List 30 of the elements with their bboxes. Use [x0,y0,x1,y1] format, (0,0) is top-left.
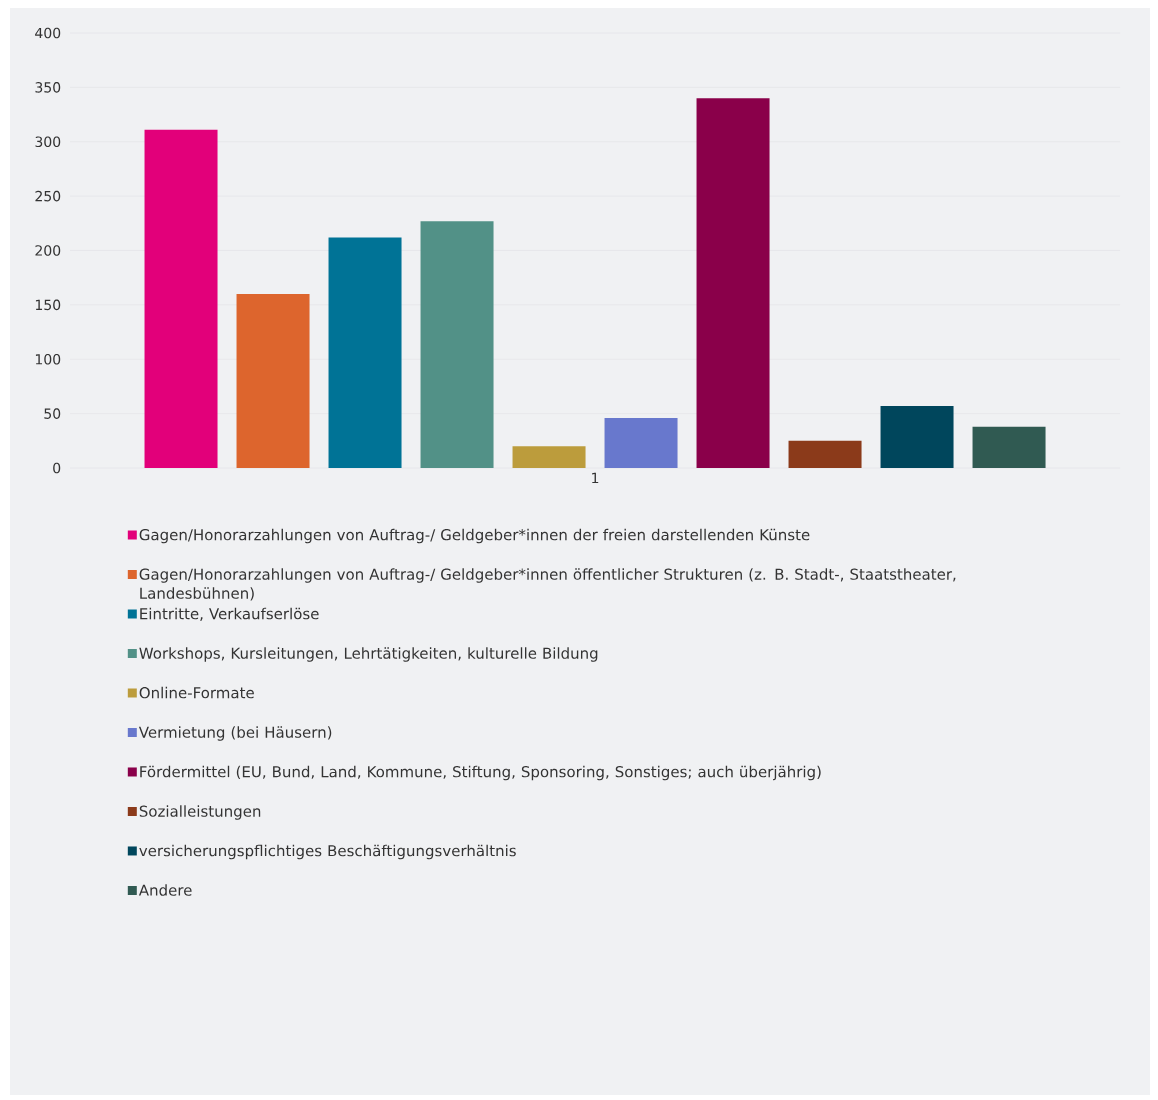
y-tick-label: 300 [35,136,61,148]
legend-label: Gagen/Honorarzahlungen von Auftrag-/ Geldgeber*innen der freien darstellenden Künste [139,528,810,544]
legend-label: Eintritte, Verkaufserlöse [140,607,319,621]
y-tick-label: 350 [35,82,61,93]
bar [512,446,586,468]
legend-label: Vermietung (bei Häusern) [138,726,332,741]
legend-label: Sozialleistungen [139,805,261,820]
y-tick-label: 150 [35,299,61,311]
bar [236,294,310,468]
legend-label: Online-Formate [139,686,254,699]
bar [696,98,770,468]
legend-label: versicherungspflichtiges Beschäftigungsverhältnis [139,844,516,860]
legend-label: Workshops, Kursleitungen, Lehrtätigkeiten, kulturelle Bildung [139,647,598,662]
x-tick-label: 1 [592,472,599,484]
bar [880,406,954,468]
legend-label: Andere [138,884,192,896]
y-tick-label: 100 [35,353,61,365]
bar [788,440,862,468]
bar [144,129,218,468]
bar [420,221,494,468]
legend-label: Fördermittel (EU, Bund, Land, Kommune, Stiftung, Sponsoring, Sonstiges; auch überjährig) [140,765,821,781]
y-tick-label: 400 [35,27,61,39]
bar [328,237,402,468]
bar [972,426,1046,468]
y-tick-label: 0 [53,462,61,474]
y-tick-label: 50 [44,408,61,419]
legend-label: Gagen/Honorarzahlungen von Auftrag-/ Geldgeber*innen öffentlicher Strukturen (z. B. Stadt-, Staatstheater, Landesbühnen) [139,568,956,601]
bar [604,417,678,468]
y-tick-label: 250 [35,190,61,202]
y-tick-label: 200 [35,245,61,256]
